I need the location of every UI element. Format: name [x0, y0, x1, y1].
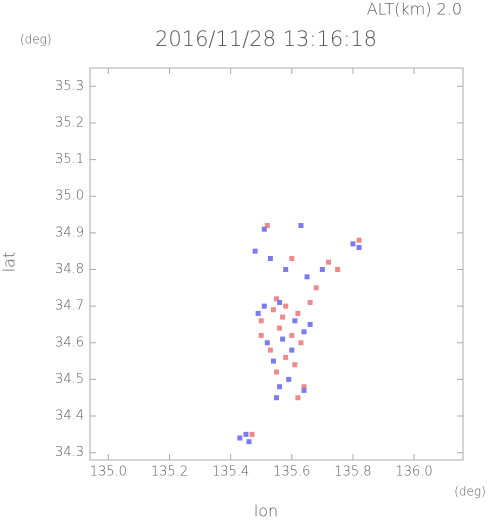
- echo-cell: [280, 336, 286, 342]
- echo-cell: [243, 431, 249, 437]
- x-tick-label: 135.6: [273, 465, 310, 480]
- echo-cell: [283, 266, 289, 272]
- echo-cell: [325, 259, 331, 265]
- echo-cell: [258, 332, 264, 338]
- echo-cell: [283, 303, 289, 309]
- x-tick-label: 135.8: [334, 465, 371, 480]
- echo-cell: [301, 384, 307, 390]
- echo-cell: [249, 431, 255, 437]
- echo-cell: [261, 303, 267, 309]
- plot-frame: [89, 67, 464, 461]
- echo-cell: [307, 321, 313, 327]
- echo-cell: [289, 332, 295, 338]
- echo-cell: [313, 285, 319, 291]
- echo-cell: [270, 358, 276, 364]
- x-unit: (deg): [454, 485, 486, 499]
- y-tick-label: 34.8: [55, 262, 84, 277]
- y-tick-label: 35.3: [55, 79, 84, 94]
- echo-cell: [274, 395, 279, 401]
- echo-cell: [356, 237, 362, 243]
- echo-cell: [274, 296, 279, 302]
- echo-cell: [280, 314, 286, 320]
- echo-cell: [307, 299, 313, 305]
- x-tick-label: 135.4: [212, 465, 249, 480]
- echo-cell: [292, 318, 298, 324]
- echo-cell: [267, 347, 273, 353]
- echo-cell: [277, 384, 283, 390]
- chart-title: 2016/11/28 13:16:18: [155, 27, 377, 51]
- echo-cell: [255, 310, 261, 316]
- echo-cell: [295, 395, 301, 401]
- y-tick-label: 35.2: [55, 115, 84, 130]
- y-tick-label: 34.4: [55, 409, 84, 424]
- y-unit: (deg): [20, 33, 52, 47]
- echo-cell: [274, 369, 279, 375]
- echo-cell: [304, 274, 310, 280]
- echo-cell: [295, 310, 301, 316]
- echo-cell: [277, 299, 283, 305]
- x-axis-label: lon: [254, 502, 278, 521]
- x-tick-label: 135.2: [151, 465, 188, 480]
- y-tick-label: 35.0: [55, 189, 84, 204]
- y-tick-label: 34.5: [55, 372, 84, 387]
- y-tick-label: 34.9: [55, 225, 84, 240]
- echo-cell: [264, 340, 270, 346]
- echo-cell: [246, 439, 252, 445]
- subtitle: ALT(km) 2.0: [367, 0, 462, 19]
- echo-cell: [301, 387, 307, 393]
- y-tick-label: 34.3: [55, 445, 84, 460]
- echo-cell: [289, 256, 295, 262]
- echo-cell: [301, 329, 307, 335]
- echo-cell: [252, 248, 258, 254]
- echo-cell: [350, 241, 356, 247]
- echo-cell: [356, 245, 362, 251]
- y-tick-label: 35.1: [55, 152, 84, 167]
- y-tick-label: 34.7: [55, 299, 84, 314]
- echo-cell: [292, 362, 298, 368]
- x-tick-label: 136.0: [395, 465, 432, 480]
- echo-cell: [237, 435, 243, 441]
- echo-cell: [298, 340, 304, 346]
- echo-cell: [270, 307, 276, 313]
- echo-cell: [277, 325, 283, 331]
- y-axis-label: lat: [0, 252, 19, 273]
- echo-cell: [261, 226, 267, 232]
- x-tick-label: 135.0: [90, 465, 127, 480]
- echo-cell: [335, 266, 341, 272]
- echo-cell: [264, 223, 270, 229]
- echo-cell: [283, 354, 289, 360]
- y-tick-label: 34.6: [55, 335, 84, 350]
- echo-cell: [286, 376, 292, 382]
- echo-cell: [319, 266, 325, 272]
- echo-cell: [267, 256, 273, 262]
- echo-cell: [289, 347, 295, 353]
- echo-cell: [258, 318, 264, 324]
- echo-cell: [298, 223, 304, 229]
